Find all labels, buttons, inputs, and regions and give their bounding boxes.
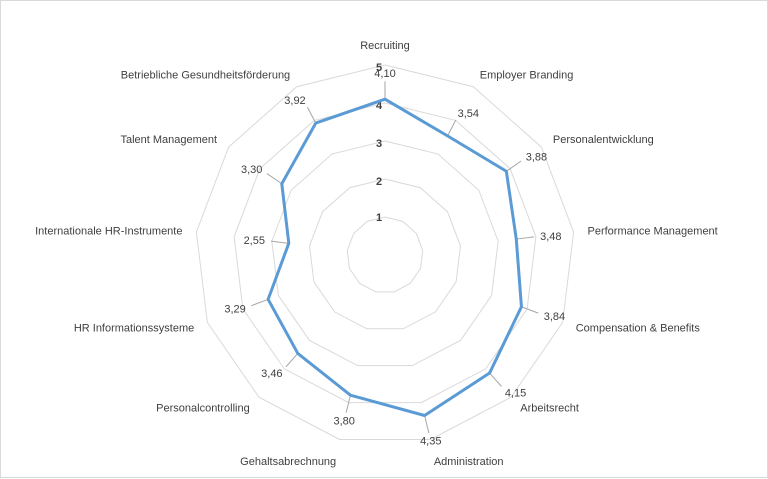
data-labels: 4,10 3,54 3,88 3,48 3,84 4,15 4,35 3,80 3,46 3,29… — [224, 68, 565, 448]
data-label-gehaltsabrechnung: 3,80 — [334, 415, 355, 427]
leader-line-employer-branding — [447, 119, 457, 137]
tick-label-3: 3 — [376, 138, 382, 150]
leader-line-hr-informationssysteme — [251, 298, 269, 307]
leader-line-talent-management — [266, 173, 283, 185]
data-label-compensation-benefits: 3,84 — [544, 311, 565, 323]
category-label-internationale-hr-instrumente: Internationale HR-Instrumente — [35, 225, 182, 237]
grid-ring-2 — [309, 178, 461, 330]
tick-label-4: 4 — [376, 100, 383, 112]
category-label-administration: Administration — [434, 456, 504, 468]
leader-line-arbeitsrecht — [489, 372, 502, 387]
category-label-personalentwicklung: Personalentwicklung — [553, 134, 654, 146]
category-label-employer-branding: Employer Branding — [480, 69, 574, 81]
grid-ring-5 — [195, 64, 575, 440]
category-label-betriebliche-gesundheitsforderung: Betriebliche Gesundheitsförderung — [121, 69, 290, 81]
data-label-personalcontrolling: 3,46 — [261, 368, 282, 380]
category-label-talent-management: Talent Management — [120, 134, 217, 146]
data-label-betriebliche-gesundheitsforderung: 3,92 — [284, 95, 305, 107]
category-labels: Recruiting Employer Branding Personalentwi… — [35, 40, 718, 468]
leader-line-performance-management — [516, 236, 535, 240]
category-label-gehaltsabrechnung: Gehaltsabrechnung — [240, 456, 336, 468]
data-label-personalentwicklung: 3,88 — [526, 151, 547, 163]
data-label-talent-management: 3,30 — [241, 164, 262, 176]
leader-line-internationale-hr-instrumente — [270, 240, 289, 244]
data-label-internationale-hr-instrumente: 2,55 — [244, 235, 265, 247]
category-label-performance-management: Performance Management — [588, 225, 718, 237]
data-label-arbeitsrecht: 4,15 — [505, 388, 526, 400]
category-label-compensation-benefits: Compensation & Benefits — [576, 322, 701, 334]
series-line — [266, 97, 523, 417]
grid-ring-4 — [233, 102, 537, 404]
category-label-personalcontrolling: Personalcontrolling — [156, 403, 250, 415]
category-label-arbeitsrecht: Arbeitsrecht — [520, 403, 579, 415]
tick-label-5: 5 — [376, 62, 382, 74]
leader-line-personalcontrolling — [285, 353, 299, 368]
radar-grid — [195, 64, 575, 440]
leader-line-personalentwicklung — [506, 160, 522, 172]
leader-line-gehaltsabrechnung — [345, 395, 351, 413]
tick-label-2: 2 — [376, 176, 382, 188]
radial-tick-labels: 1 2 3 4 5 — [376, 62, 383, 224]
data-label-administration: 4,35 — [420, 436, 441, 448]
category-label-hr-informationssysteme: HR Informationssysteme — [74, 322, 194, 334]
data-label-performance-management: 3,48 — [540, 231, 561, 243]
data-label-recruiting: 4,10 — [374, 68, 395, 80]
tick-label-1: 1 — [376, 212, 382, 224]
data-label-leader-lines — [251, 81, 539, 434]
leader-line-administration — [424, 415, 430, 434]
data-label-employer-branding: 3,54 — [458, 108, 479, 120]
category-label-recruiting: Recruiting — [360, 40, 410, 52]
leader-line-betriebliche-gesundheitsforderung — [306, 106, 317, 124]
leader-line-compensation-benefits — [521, 306, 539, 314]
series-line-group — [266, 97, 523, 417]
data-label-hr-informationssysteme: 3,29 — [224, 304, 245, 316]
grid-ring-1 — [346, 216, 424, 293]
grid-ring-3 — [271, 140, 499, 367]
